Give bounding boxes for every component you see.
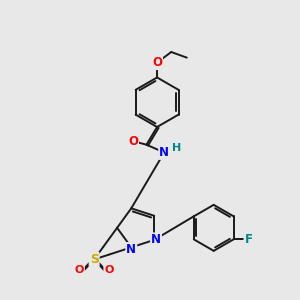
Text: O: O xyxy=(104,265,114,275)
Text: N: N xyxy=(151,233,161,246)
Text: S: S xyxy=(90,253,99,266)
Text: F: F xyxy=(244,233,253,246)
Text: H: H xyxy=(172,143,181,153)
Text: N: N xyxy=(126,243,136,256)
Text: O: O xyxy=(75,265,84,275)
Text: O: O xyxy=(152,56,162,69)
Text: N: N xyxy=(159,146,169,159)
Text: O: O xyxy=(128,135,138,148)
